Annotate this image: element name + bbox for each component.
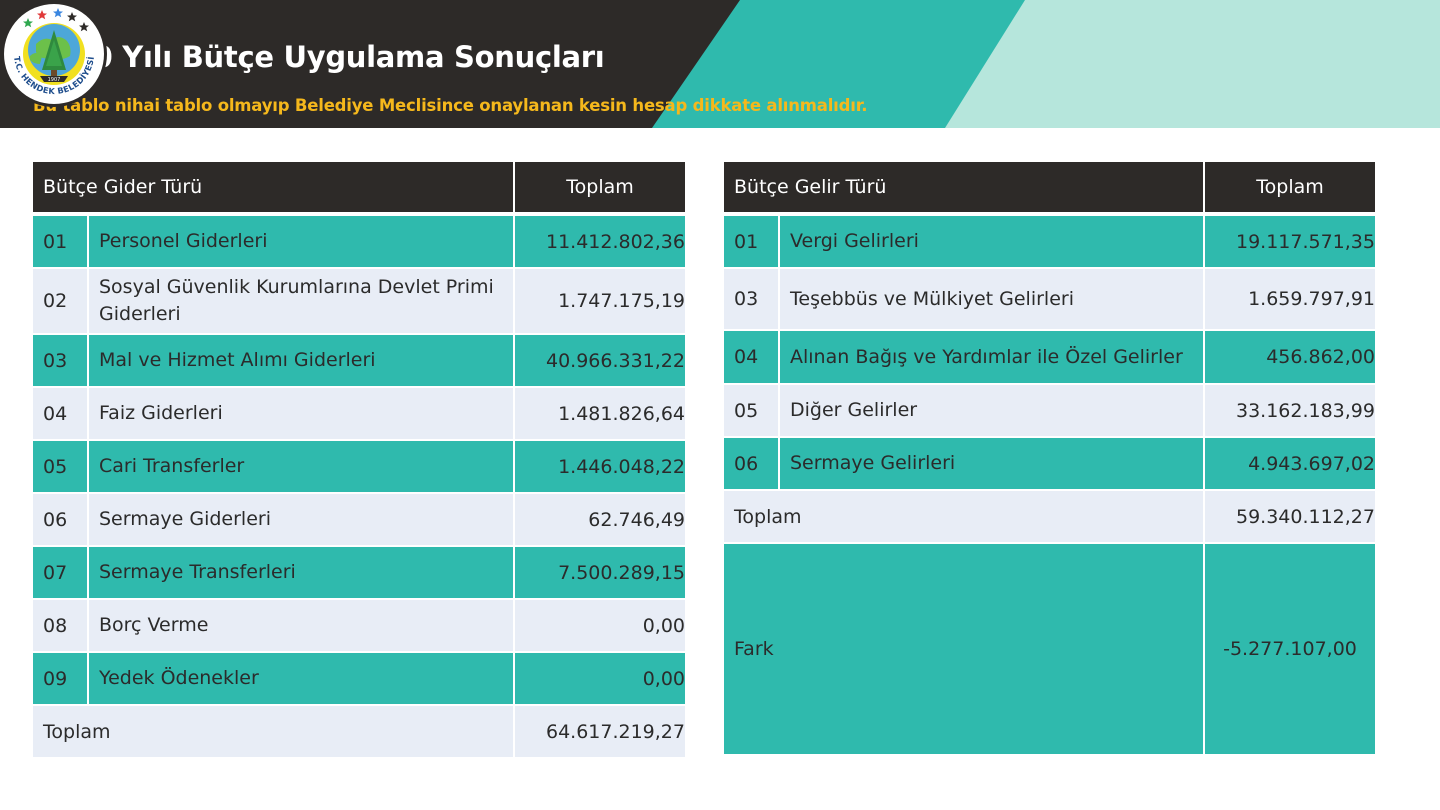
municipality-logo: 1907 T.C. HENDEK BELEDİYESİ bbox=[1, 1, 107, 107]
total-label: Toplam bbox=[724, 491, 1203, 544]
row-code: 05 bbox=[724, 385, 778, 438]
row-name: Vergi Gelirleri bbox=[778, 216, 1203, 269]
table-row: 04 Alınan Bağış ve Yardımlar ile Özel Ge… bbox=[724, 331, 1375, 385]
table-row: 08 Borç Verme 0,00 bbox=[33, 600, 685, 653]
row-value: 456.862,00 bbox=[1203, 331, 1375, 385]
banner-background bbox=[0, 0, 1440, 128]
row-name: Cari Transferler bbox=[87, 441, 513, 494]
table-row: 04 Faiz Giderleri 1.481.826,64 bbox=[33, 388, 685, 441]
logo-year: 1907 bbox=[48, 77, 61, 83]
expense-type-header: Bütçe Gider Türü bbox=[33, 162, 513, 216]
row-name: Faiz Giderleri bbox=[87, 388, 513, 441]
difference-label: Fark bbox=[724, 544, 1203, 756]
row-name: Teşebbüs ve Mülkiyet Gelirleri bbox=[778, 269, 1203, 331]
total-row: Toplam 59.340.112,27 bbox=[724, 491, 1375, 544]
table-row: 01 Personel Giderleri 11.412.802,36 bbox=[33, 216, 685, 269]
row-code: 01 bbox=[33, 216, 87, 269]
row-code: 06 bbox=[724, 438, 778, 491]
difference-row: Fark -5.277.107,00 bbox=[724, 544, 1375, 756]
revenue-table: Bütçe Gelir Türü Toplam 01 Vergi Gelirle… bbox=[724, 162, 1375, 756]
table-row: 03 Teşebbüs ve Mülkiyet Gelirleri 1.659.… bbox=[724, 269, 1375, 331]
table-row: 09 Yedek Ödenekler 0,00 bbox=[33, 653, 685, 706]
revenue-type-header: Bütçe Gelir Türü bbox=[724, 162, 1203, 216]
row-name: Sosyal Güvenlik Kurumlarına Devlet Primi… bbox=[87, 269, 513, 335]
row-value: 19.117.571,35 bbox=[1203, 216, 1375, 269]
table-row: 05 Diğer Gelirler 33.162.183,99 bbox=[724, 385, 1375, 438]
row-value: 33.162.183,99 bbox=[1203, 385, 1375, 438]
table-row: 03 Mal ve Hizmet Alımı Giderleri 40.966.… bbox=[33, 335, 685, 388]
row-code: 07 bbox=[33, 547, 87, 600]
row-name: Diğer Gelirler bbox=[778, 385, 1203, 438]
row-code: 02 bbox=[33, 269, 87, 335]
row-value: 1.481.826,64 bbox=[513, 388, 685, 441]
row-code: 04 bbox=[33, 388, 87, 441]
table-row: 05 Cari Transferler 1.446.048,22 bbox=[33, 441, 685, 494]
table-row: 01 Vergi Gelirleri 19.117.571,35 bbox=[724, 216, 1375, 269]
row-value: 62.746,49 bbox=[513, 494, 685, 547]
row-value: 1.747.175,19 bbox=[513, 269, 685, 335]
table-row: 06 Sermaye Gelirleri 4.943.697,02 bbox=[724, 438, 1375, 491]
row-code: 06 bbox=[33, 494, 87, 547]
table-row: 07 Sermaye Transferleri 7.500.289,15 bbox=[33, 547, 685, 600]
page-subtitle: Bu tablo nihai tablo olmayıp Belediye Me… bbox=[33, 96, 868, 115]
row-value: 1.446.048,22 bbox=[513, 441, 685, 494]
row-name: Sermaye Giderleri bbox=[87, 494, 513, 547]
row-name: Personel Giderleri bbox=[87, 216, 513, 269]
expense-total-header: Toplam bbox=[513, 162, 685, 216]
row-code: 05 bbox=[33, 441, 87, 494]
row-value: 0,00 bbox=[513, 600, 685, 653]
expense-table: Bütçe Gider Türü Toplam 01 Personel Gide… bbox=[33, 162, 685, 759]
row-value: 0,00 bbox=[513, 653, 685, 706]
row-code: 03 bbox=[33, 335, 87, 388]
total-row: Toplam 64.617.219,27 bbox=[33, 706, 685, 759]
row-name: Yedek Ödenekler bbox=[87, 653, 513, 706]
row-name: Sermaye Gelirleri bbox=[778, 438, 1203, 491]
row-code: 08 bbox=[33, 600, 87, 653]
revenue-total-header: Toplam bbox=[1203, 162, 1375, 216]
row-value: 7.500.289,15 bbox=[513, 547, 685, 600]
row-code: 03 bbox=[724, 269, 778, 331]
row-value: 1.659.797,91 bbox=[1203, 269, 1375, 331]
table-row: 06 Sermaye Giderleri 62.746,49 bbox=[33, 494, 685, 547]
table-row: 02 Sosyal Güvenlik Kurumlarına Devlet Pr… bbox=[33, 269, 685, 335]
row-code: 01 bbox=[724, 216, 778, 269]
row-name: Sermaye Transferleri bbox=[87, 547, 513, 600]
row-code: 04 bbox=[724, 331, 778, 385]
total-value: 64.617.219,27 bbox=[513, 706, 685, 759]
row-name: Mal ve Hizmet Alımı Giderleri bbox=[87, 335, 513, 388]
row-name: Alınan Bağış ve Yardımlar ile Özel Gelir… bbox=[778, 331, 1203, 385]
row-name: Borç Verme bbox=[87, 600, 513, 653]
header-banner: 2020 Yılı Bütçe Uygulama Sonuçları Bu ta… bbox=[0, 0, 1440, 128]
row-value: 11.412.802,36 bbox=[513, 216, 685, 269]
total-value: 59.340.112,27 bbox=[1203, 491, 1375, 544]
row-code: 09 bbox=[33, 653, 87, 706]
row-value: 40.966.331,22 bbox=[513, 335, 685, 388]
difference-value: -5.277.107,00 bbox=[1203, 544, 1375, 756]
total-label: Toplam bbox=[33, 706, 513, 759]
page-title: 2020 Yılı Bütçe Uygulama Sonuçları bbox=[33, 40, 605, 74]
row-value: 4.943.697,02 bbox=[1203, 438, 1375, 491]
